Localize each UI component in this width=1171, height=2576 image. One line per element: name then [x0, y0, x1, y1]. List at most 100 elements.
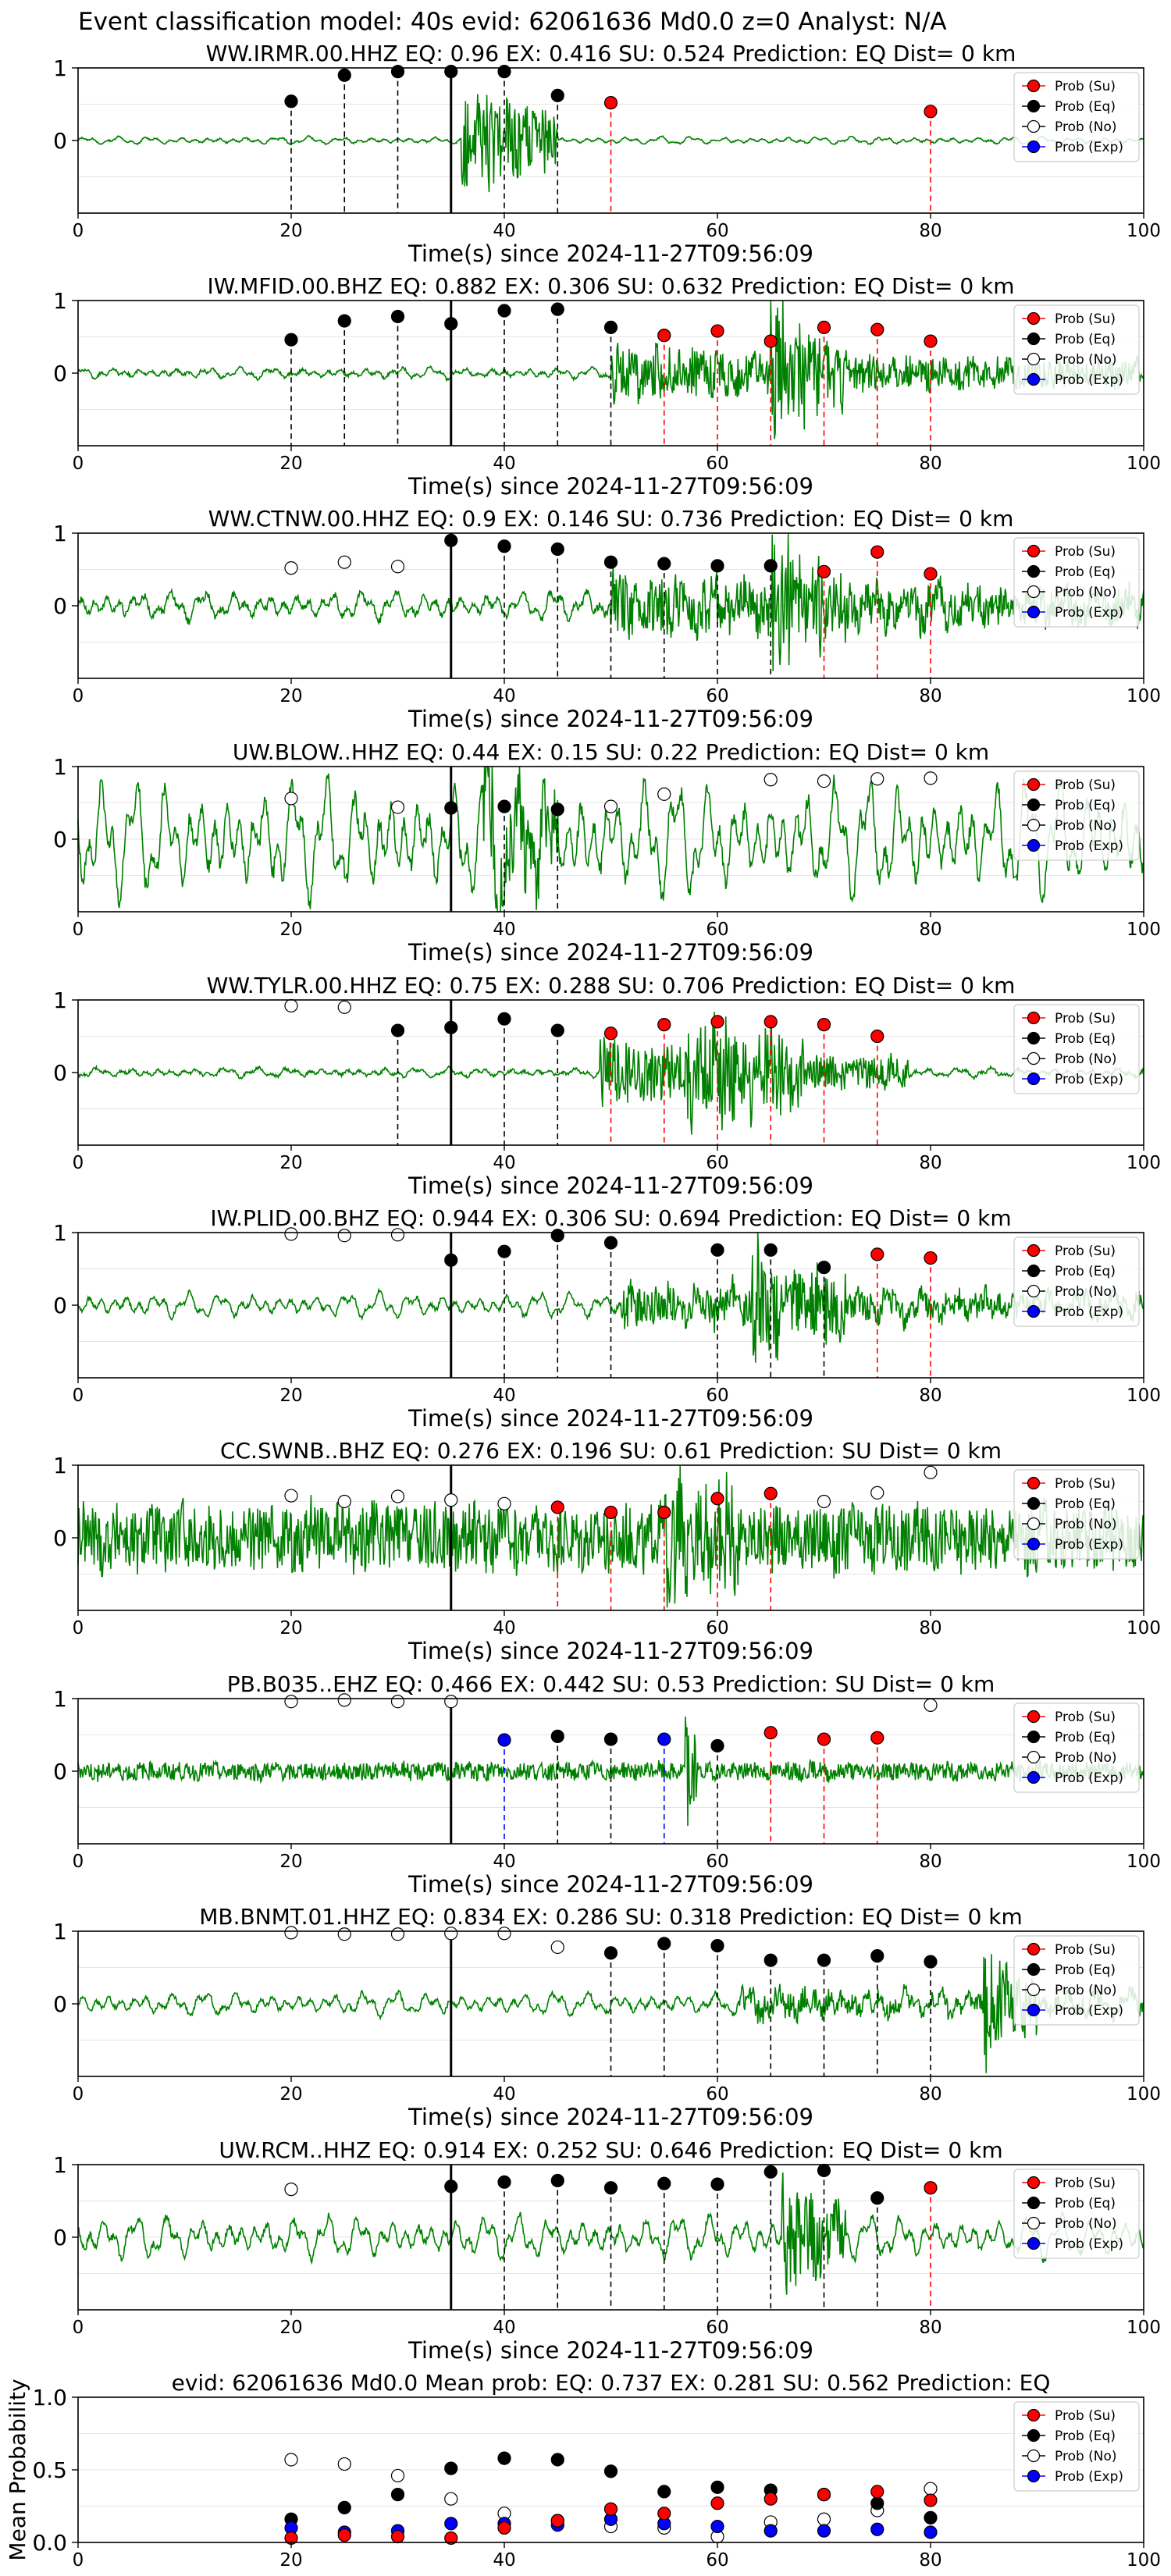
legend-marker-su — [1027, 2176, 1041, 2190]
legend-label-exp: Prob (Exp) — [1055, 1072, 1123, 1087]
y-tick-label: 0 — [53, 1293, 67, 1318]
panel-title: WW.CTNW.00.HHZ EQ: 0.9 EX: 0.146 SU: 0.7… — [208, 506, 1014, 532]
legend-marker-exp — [1027, 372, 1041, 386]
prob-point-eq — [390, 2488, 405, 2502]
prob-point-eq — [763, 1953, 778, 1967]
legend-label-su: Prob (Su) — [1055, 1244, 1116, 1259]
x-axis-label: Time(s) since 2024-11-27T09:56:09 — [408, 473, 813, 500]
legend-marker-eq — [1027, 2428, 1041, 2443]
prob-point-eq — [550, 542, 564, 557]
prob-point-eq — [390, 1023, 405, 1037]
x-tick-label: 60 — [706, 2550, 728, 2571]
x-tick-label: 80 — [919, 1618, 941, 1638]
x-axis-label: Time(s) since 2024-11-27T09:56:09 — [408, 1871, 813, 1898]
y-tick-label: 0 — [53, 593, 67, 619]
x-tick-label: 0 — [73, 2550, 84, 2571]
y-tick-label: 1.0 — [32, 2385, 67, 2411]
legend-marker-exp — [1027, 1770, 1041, 1784]
y-tick-label: 0 — [53, 128, 67, 154]
prob-point-su — [924, 105, 938, 119]
x-tick-label: 20 — [279, 1852, 302, 1872]
prob-point-su — [870, 1247, 884, 1261]
legend-marker-eq — [1027, 1264, 1041, 1278]
legend-label-no: Prob (No) — [1055, 585, 1117, 600]
legend-label-no: Prob (No) — [1055, 1750, 1117, 1766]
prob-point-su — [870, 2485, 884, 2499]
y-tick-label: 0 — [53, 1759, 67, 1784]
legend-label-no: Prob (No) — [1055, 1284, 1117, 1300]
legend-marker-su — [1027, 2408, 1041, 2422]
legend-marker-exp — [1027, 2236, 1041, 2250]
panel-title: UW.RCM..HHZ EQ: 0.914 EX: 0.252 SU: 0.64… — [219, 2137, 1002, 2163]
x-tick-label: 40 — [493, 2550, 515, 2571]
legend-label-su: Prob (Su) — [1055, 1942, 1116, 1958]
panel-title: MB.BNMT.01.HHZ EQ: 0.834 EX: 0.286 SU: 0… — [199, 1904, 1023, 1930]
prob-point-eq — [497, 539, 511, 553]
legend-label-su: Prob (Su) — [1055, 2176, 1116, 2191]
x-tick-label: 80 — [919, 221, 941, 241]
prob-point-eq — [657, 1937, 671, 1951]
x-tick-label: 20 — [279, 221, 302, 241]
prob-point-su — [337, 2528, 351, 2542]
prob-point-eq — [497, 1244, 511, 1258]
prob-point-no — [444, 1927, 458, 1941]
prob-point-no — [817, 774, 831, 788]
legend-marker-no — [1027, 818, 1041, 832]
prob-point-su — [603, 2502, 618, 2516]
legend-box — [1013, 1004, 1140, 1094]
legend-marker-no — [1027, 1750, 1041, 1764]
x-axis-label: Time(s) since 2024-11-27T09:56:09 — [408, 1638, 813, 1664]
x-tick-label: 80 — [919, 2084, 941, 2105]
legend-marker-su — [1027, 1476, 1041, 1490]
prob-point-eq — [444, 1020, 458, 1034]
x-tick-label: 80 — [919, 920, 941, 940]
legend-label-eq: Prob (Eq) — [1055, 1031, 1116, 1047]
legend-label-no: Prob (No) — [1055, 352, 1117, 368]
prob-point-eq — [657, 557, 671, 571]
x-axis-label: Time(s) since 2024-11-27T09:56:09 — [408, 1172, 813, 1199]
x-tick-label: 100 — [1127, 2318, 1161, 2338]
prob-point-no — [444, 2492, 458, 2506]
y-tick-label: 1 — [53, 1919, 67, 1944]
x-axis-label: Time(s) since 2024-11-27T09:56:09 — [408, 2337, 813, 2364]
prob-point-su — [390, 2529, 405, 2544]
prob-point-su — [710, 324, 724, 338]
legend-label-exp: Prob (Exp) — [1055, 372, 1123, 388]
x-tick-label: 0 — [73, 1386, 84, 1406]
prob-point-eq — [710, 1939, 724, 1953]
legend-label-exp: Prob (Exp) — [1055, 1304, 1123, 1320]
prob-point-su — [444, 2531, 458, 2546]
prob-point-no — [284, 792, 298, 806]
x-tick-label: 60 — [706, 1618, 728, 1638]
waveform-trace — [77, 766, 1144, 913]
x-tick-label: 100 — [1127, 1386, 1161, 1406]
legend-box — [1013, 72, 1140, 162]
legend-label-eq: Prob (Eq) — [1055, 332, 1116, 347]
x-tick-label: 100 — [1127, 1852, 1161, 1872]
prob-point-no — [550, 1940, 564, 1955]
panel-1: WW.IRMR.00.HHZ EQ: 0.96 EX: 0.416 SU: 0.… — [53, 41, 1161, 267]
prob-point-no — [444, 1493, 458, 1507]
prob-point-eq — [657, 2485, 671, 2499]
prob-point-eq — [497, 65, 511, 79]
prob-point-eq — [710, 2177, 724, 2191]
prob-point-eq — [550, 1023, 564, 1037]
prob-point-no — [390, 560, 405, 574]
y-tick-label: 0 — [53, 827, 67, 852]
legend-label-su: Prob (Su) — [1055, 777, 1116, 793]
legend-marker-su — [1027, 79, 1041, 93]
panel-5: WW.TYLR.00.HHZ EQ: 0.75 EX: 0.288 SU: 0.… — [53, 973, 1161, 1199]
legend-marker-exp — [1027, 838, 1041, 852]
prob-point-no — [924, 1465, 938, 1479]
panel-7: CC.SWNB..BHZ EQ: 0.276 EX: 0.196 SU: 0.6… — [53, 1438, 1161, 1664]
legend-marker-eq — [1027, 2196, 1041, 2210]
legend-marker-eq — [1027, 1031, 1041, 1045]
legend-label-exp: Prob (Exp) — [1055, 2003, 1123, 2019]
y-tick-label: 0.0 — [32, 2530, 67, 2556]
legend-label-eq: Prob (Eq) — [1055, 1730, 1116, 1745]
prob-point-no — [390, 1489, 405, 1503]
prob-point-no — [284, 998, 298, 1013]
prob-point-su — [817, 320, 831, 335]
prob-point-no — [390, 800, 405, 814]
legend-box — [1013, 1236, 1140, 1327]
